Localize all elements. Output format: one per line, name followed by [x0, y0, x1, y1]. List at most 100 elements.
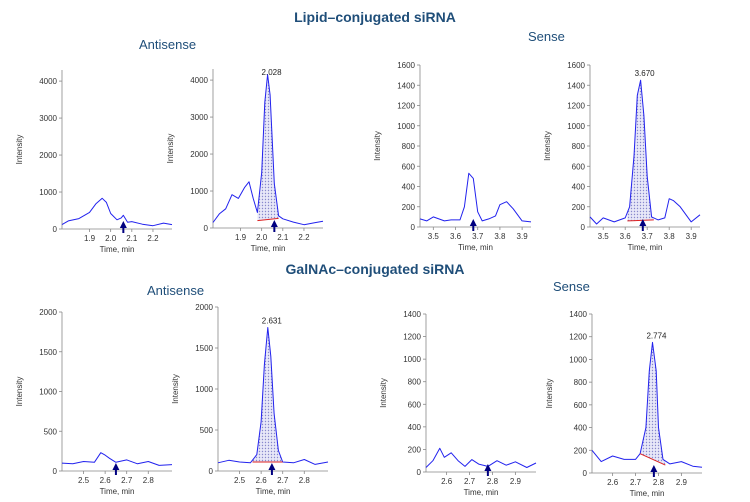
x-tick-label: 3.8 — [494, 232, 506, 241]
y-tick-label: 1600 — [567, 61, 585, 70]
x-tick-label: 2.7 — [277, 476, 289, 485]
rt-marker-arrow — [270, 220, 278, 227]
y-tick-label: 1600 — [397, 61, 415, 70]
chart-galnac-antisense-sample: 0 500 1000 1500 2000 2.5 2.6 2.7 2.8 Time, min Int… — [171, 303, 329, 496]
intensity-trace — [61, 452, 173, 466]
peak-retention-label: 2.028 — [262, 68, 283, 77]
y-axis-title: Intensity — [15, 135, 24, 165]
chart-galnac-sense-sample: 0 200 400 600 800 1000 1200 1400 2.6 2.7 2.8 2.9 Tim… — [545, 310, 703, 498]
y-tick-label: 500 — [200, 426, 214, 435]
x-tick-label: 3.8 — [664, 232, 676, 241]
y-tick-label: 600 — [574, 401, 588, 410]
chart-galnac-antisense-blank: 0 500 1000 1500 2000 2.5 2.6 2.7 2.8 Time, min Int… — [15, 308, 173, 496]
chart-lipid-antisense-blank: 0 1000 2000 3000 4000 1.9 2.0 2.1 2.2 Time, min In… — [15, 70, 173, 254]
y-tick-label: 400 — [572, 183, 586, 192]
y-tick-label: 600 — [572, 162, 586, 171]
x-tick-label: 2.7 — [121, 476, 133, 485]
y-tick-label: 1000 — [39, 388, 57, 397]
chart-lipid-sense-blank: 0 200 400 600 800 1000 1200 1400 1600 3.5 3.6 3.7 3.… — [373, 61, 532, 252]
chart-lipid-antisense-sample: 0 1000 2000 3000 4000 1.9 2.0 2.1 2.2 Time, min In… — [166, 68, 324, 253]
x-tick-label: 2.8 — [653, 478, 665, 487]
x-tick-label: 2.6 — [100, 476, 112, 485]
y-tick-label: 200 — [402, 203, 416, 212]
group-label-lipid-antisense: Antisense — [139, 37, 197, 52]
y-tick-label: 1500 — [39, 348, 57, 357]
y-tick-label: 400 — [408, 423, 422, 432]
y-tick-label: 1400 — [567, 81, 585, 90]
y-tick-label: 0 — [411, 223, 416, 232]
x-tick-label: 3.7 — [472, 232, 484, 241]
y-tick-label: 1200 — [403, 333, 421, 342]
y-axis-title: Intensity — [379, 378, 388, 408]
y-tick-label: 800 — [408, 378, 422, 387]
y-tick-label: 1000 — [403, 355, 421, 364]
y-axis-title: Intensity — [15, 377, 24, 407]
y-tick-label: 0 — [209, 467, 214, 476]
peak-area — [627, 80, 654, 221]
x-tick-label: 3.9 — [686, 232, 698, 241]
rt-marker-arrow — [268, 463, 276, 470]
peak-retention-label: 2.631 — [262, 317, 283, 326]
intensity-trace — [419, 172, 532, 223]
y-tick-label: 200 — [574, 446, 588, 455]
y-tick-label: 200 — [572, 203, 586, 212]
y-tick-label: 0 — [583, 469, 588, 478]
x-tick-label: 2.6 — [256, 476, 268, 485]
x-tick-label: 2.6 — [607, 478, 619, 487]
y-tick-label: 1000 — [567, 122, 585, 131]
x-tick-label: 1.9 — [235, 233, 247, 242]
y-tick-label: 1000 — [397, 122, 415, 131]
y-tick-label: 1000 — [190, 187, 208, 196]
peak-retention-label: 2.774 — [646, 331, 667, 340]
y-tick-label: 1400 — [403, 310, 421, 319]
integration-baseline — [257, 217, 279, 222]
section-title-galnac: GalNAc–conjugated siRNA — [285, 261, 465, 277]
x-axis-title: Time, min — [100, 487, 135, 496]
y-tick-label: 1000 — [39, 188, 57, 197]
x-tick-label: 2.6 — [441, 477, 453, 486]
x-tick-label: 2.9 — [510, 477, 522, 486]
y-tick-label: 2000 — [190, 150, 208, 159]
x-tick-label: 2.5 — [234, 476, 246, 485]
y-tick-label: 3000 — [190, 113, 208, 122]
x-axis-title: Time, min — [464, 488, 499, 497]
x-tick-label: 3.6 — [450, 232, 462, 241]
x-tick-label: 2.8 — [299, 476, 311, 485]
y-tick-label: 2000 — [195, 303, 213, 312]
y-axis-title: Intensity — [166, 134, 175, 164]
x-axis-title: Time, min — [251, 244, 286, 253]
y-tick-label: 2000 — [39, 151, 57, 160]
group-label-lipid-sense: Sense — [528, 29, 565, 44]
integration-baseline — [627, 219, 654, 222]
y-tick-label: 800 — [574, 378, 588, 387]
x-tick-label: 2.0 — [256, 233, 268, 242]
y-tick-label: 4000 — [190, 76, 208, 85]
x-tick-label: 2.5 — [78, 476, 90, 485]
y-tick-label: 2000 — [39, 308, 57, 317]
y-axis-title: Intensity — [545, 379, 554, 409]
x-tick-label: 2.8 — [143, 476, 155, 485]
y-tick-label: 1500 — [195, 344, 213, 353]
intensity-trace — [217, 327, 329, 465]
x-tick-label: 3.6 — [620, 232, 632, 241]
chart-galnac-sense-blank: 0 200 400 600 800 1000 1200 1400 2.6 2.7 2.8 2.9 Tim… — [379, 310, 537, 497]
y-tick-label: 0 — [417, 468, 422, 477]
x-tick-label: 3.9 — [517, 232, 529, 241]
rt-marker-arrow — [484, 464, 492, 471]
y-tick-label: 0 — [53, 225, 58, 234]
x-tick-label: 2.1 — [277, 233, 289, 242]
peak-area — [252, 327, 283, 462]
x-axis-title: Time, min — [100, 245, 135, 254]
x-axis-title: Time, min — [256, 487, 291, 496]
y-tick-label: 800 — [402, 142, 416, 151]
intensity-trace — [61, 197, 173, 227]
y-tick-label: 400 — [402, 183, 416, 192]
group-label-galnac-antisense: Antisense — [147, 283, 205, 298]
y-tick-label: 0 — [204, 224, 209, 233]
x-axis-title: Time, min — [628, 243, 663, 252]
y-tick-label: 600 — [402, 162, 416, 171]
rt-marker-arrow — [119, 221, 127, 228]
x-tick-label: 2.1 — [126, 234, 138, 243]
y-axis-title: Intensity — [171, 374, 180, 404]
